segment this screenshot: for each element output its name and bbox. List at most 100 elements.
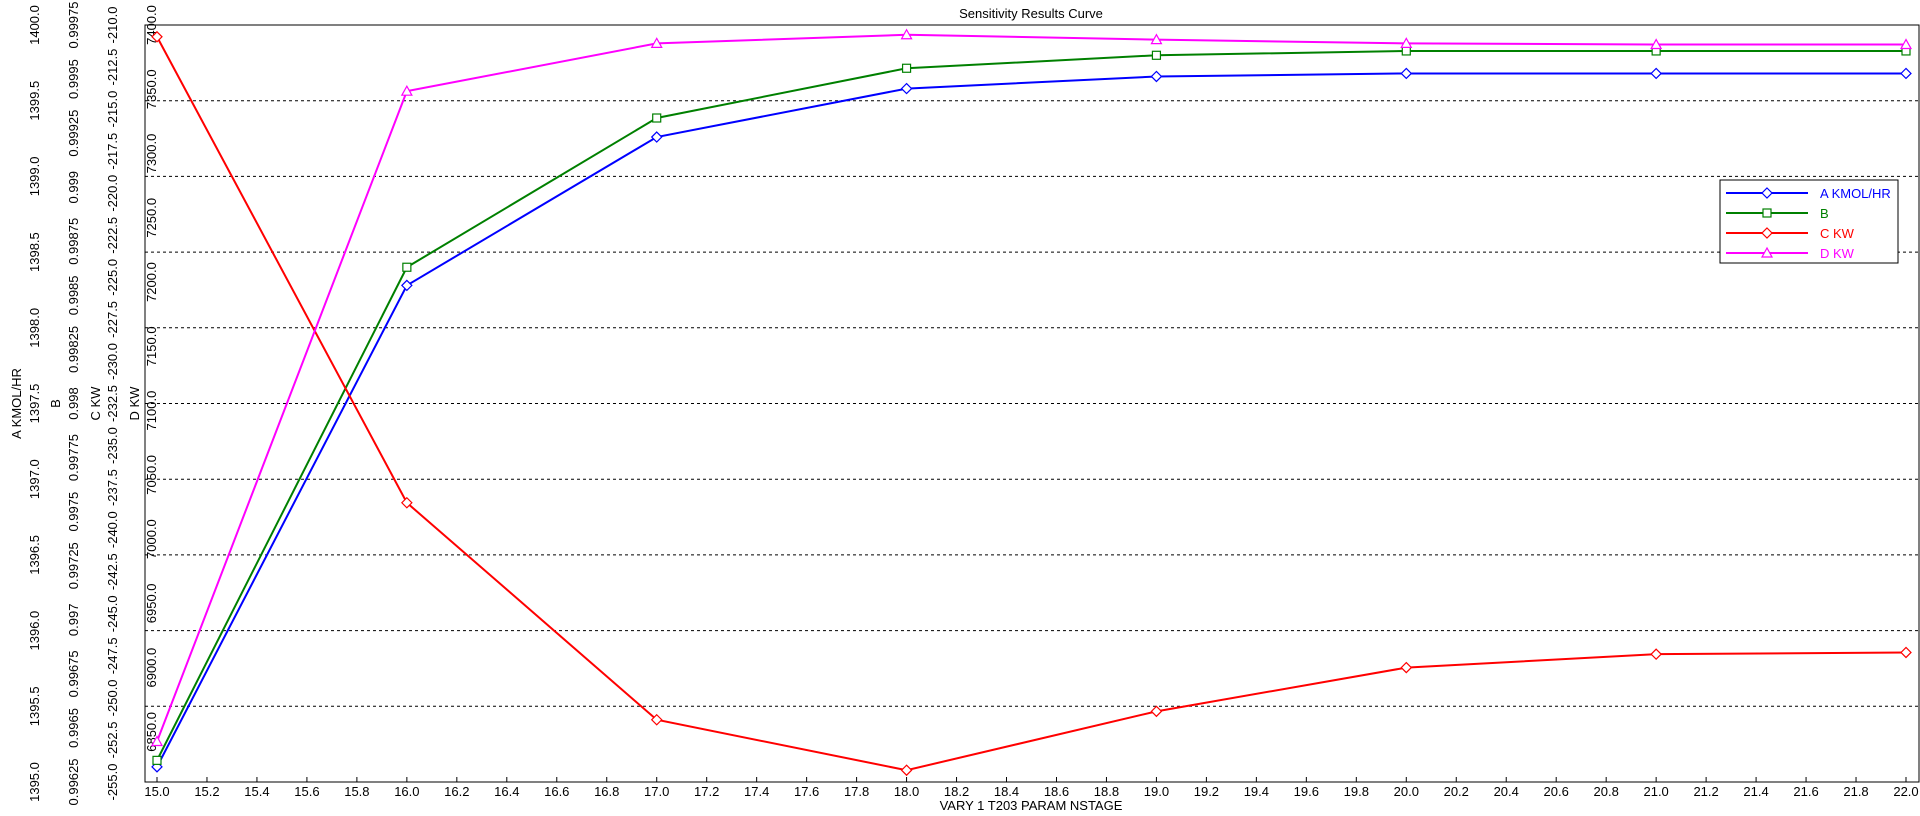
x-tick-label: 18.4 (994, 784, 1019, 799)
point (1150, 33, 1163, 45)
point (650, 37, 663, 48)
y-tick-label: -242.5 (105, 553, 120, 590)
y-tick-label: -232.5 (105, 385, 120, 422)
x-tick-label: 17.6 (794, 784, 819, 799)
point (1400, 37, 1413, 48)
x-tick-label: 21.8 (1843, 784, 1868, 799)
y-tick-label: 1398.5 (27, 232, 42, 272)
y-tick-label: 0.99725 (66, 542, 81, 589)
x-axis-title: VARY 1 T203 PARAM NSTAGE (940, 798, 1123, 813)
series (150, 28, 1913, 747)
x-tick-label: 19.6 (1294, 784, 1319, 799)
legend-label: A KMOL/HR (1820, 186, 1891, 201)
x-tick-label: 18.0 (894, 784, 919, 799)
y-tick-label: 0.9995 (66, 59, 81, 99)
y-tick-label: -240.0 (105, 511, 120, 548)
x-tick-label: 19.0 (1144, 784, 1169, 799)
y-tick-label: 0.99675 (66, 650, 81, 697)
x-tick-label: 15.2 (194, 784, 219, 799)
point (401, 279, 413, 292)
x-tick-label: 18.8 (1094, 784, 1119, 799)
y-axis-title: B (48, 399, 63, 408)
y-tick-label: 0.99625 (66, 759, 81, 806)
y-tick-label: 6950.0 (144, 583, 159, 623)
x-tick-label: 16.6 (544, 784, 569, 799)
x-tick-label: 21.4 (1743, 784, 1768, 799)
y-tick-label: -247.5 (105, 637, 120, 674)
y-tick-label: 1398.0 (27, 308, 42, 348)
line (156, 36, 1907, 772)
point (1899, 38, 1913, 50)
legend-label: B (1820, 206, 1829, 221)
y-axis-title: A KMOL/HR (9, 368, 24, 439)
x-tick-label: 15.8 (344, 784, 369, 799)
y-tick-label: -252.5 (105, 722, 120, 759)
point (1151, 50, 1162, 60)
x-tick-label: 20.2 (1444, 784, 1469, 799)
x-tick-label: 17.8 (844, 784, 869, 799)
x-tick-label: 20.0 (1394, 784, 1419, 799)
point (650, 131, 663, 143)
series (151, 30, 1912, 777)
chart-title: Sensitivity Results Curve (959, 6, 1103, 21)
y-tick-label: -255.0 (105, 764, 120, 801)
point (400, 84, 413, 96)
y-tick-label: 0.9965 (66, 708, 81, 748)
point (152, 755, 162, 765)
legend: A KMOL/HR B C KW D KW (1719, 179, 1899, 264)
x-tick-label: 20.8 (1594, 784, 1619, 799)
y-tick-label: 0.997 (66, 604, 81, 637)
y-tick-label: 0.99825 (66, 326, 81, 373)
point (401, 496, 413, 509)
point (900, 28, 913, 40)
y-tick-label: 7100.0 (144, 391, 159, 431)
y-tick-label: 7350.0 (144, 69, 159, 109)
y-tick-label: 0.9975 (66, 492, 81, 532)
y-tick-label: 7150.0 (144, 326, 159, 366)
y-tick-label: 0.99975 (66, 2, 81, 49)
y-tick-label: -217.5 (105, 133, 120, 170)
y-tick-label: -210.0 (105, 7, 120, 44)
x-tick-label: 19.8 (1344, 784, 1369, 799)
y-tick-label: 1400.0 (27, 5, 42, 45)
y-tick-label: -215.0 (105, 91, 120, 128)
point (1150, 705, 1163, 718)
line (156, 49, 1906, 761)
x-tick-label: 20.4 (1494, 784, 1519, 799)
x-tick-label: 15.4 (244, 784, 269, 799)
y-tick-label: 1399.5 (27, 81, 42, 121)
x-tick-label: 16.8 (594, 784, 619, 799)
point (1650, 67, 1662, 80)
x-tick-label: 17.2 (694, 784, 719, 799)
x-tick-label: 19.2 (1194, 784, 1219, 799)
y-tick-label: 0.999 (66, 171, 81, 204)
y-tick-label: -237.5 (105, 469, 120, 506)
y-tick-label: -225.0 (105, 259, 120, 296)
point (900, 82, 913, 95)
y-tick-label: 0.99925 (66, 110, 81, 157)
y-tick-label: 1399.0 (27, 157, 42, 197)
y-tick-label: 7050.0 (144, 455, 159, 495)
x-tick-label: 22.0 (1893, 784, 1918, 799)
y-tick-label: 1395.0 (27, 762, 42, 802)
y-tick-label: 0.9985 (66, 275, 81, 315)
point (1400, 661, 1413, 674)
point (1900, 67, 1912, 80)
legend-label: D KW (1820, 246, 1855, 261)
y-tick-label: 7250.0 (144, 198, 159, 238)
y-tick-label: 7300.0 (144, 134, 159, 174)
y-tick-label: 1396.0 (27, 611, 42, 651)
point (1650, 38, 1663, 50)
y-tick-label: 1397.5 (27, 384, 42, 424)
y-tick-label: 7000.0 (144, 519, 159, 559)
legend-marker (1761, 187, 1773, 199)
point (652, 113, 662, 123)
y-tick-label: -220.0 (105, 175, 120, 212)
y-tick-label: 1395.5 (27, 686, 42, 726)
line (156, 33, 1906, 742)
y-tick-label: -245.0 (105, 595, 120, 632)
x-tick-label: 16.0 (394, 784, 419, 799)
x-tick-label: 21.2 (1693, 784, 1718, 799)
x-tick-label: 17.0 (644, 784, 669, 799)
